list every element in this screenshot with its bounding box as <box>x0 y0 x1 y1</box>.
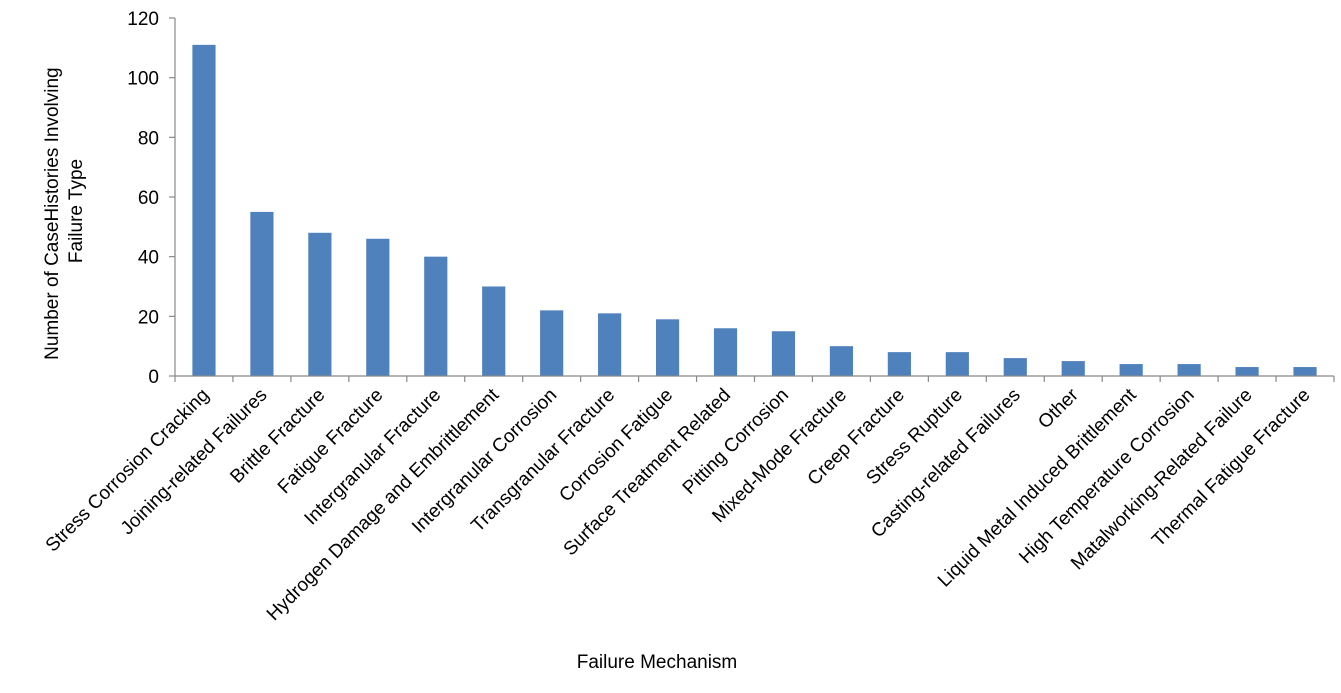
bar <box>1061 361 1085 376</box>
bar <box>887 352 911 376</box>
x-category-label: Other <box>1034 384 1083 433</box>
bar <box>1235 367 1259 376</box>
y-axis-title-line-1: Number of CaseHistories Involving <box>42 67 63 360</box>
bar <box>1293 367 1317 376</box>
bar <box>945 352 969 376</box>
x-axis-title: Failure Mechanism <box>577 652 738 673</box>
bar <box>829 346 854 376</box>
bar <box>713 328 738 376</box>
bar <box>655 319 680 376</box>
y-tick-label: 60 <box>138 188 159 209</box>
bar <box>482 286 506 376</box>
y-tick-label: 40 <box>138 248 159 269</box>
x-category-label: Fatigue Fracture <box>274 385 387 498</box>
bar <box>250 211 274 376</box>
y-tick-label: 100 <box>127 69 159 90</box>
bar <box>424 256 448 376</box>
bars <box>192 44 1317 376</box>
bar <box>308 232 332 376</box>
y-tick-label: 20 <box>138 307 159 328</box>
y-tick-label: 120 <box>127 9 159 30</box>
y-axis-title: Number of CaseHistories Involving Failur… <box>42 62 87 360</box>
bar <box>366 238 390 376</box>
x-category-label: Pitting Corrosion <box>679 385 793 499</box>
bar <box>771 331 796 376</box>
y-tick-label: 80 <box>138 128 159 149</box>
bar <box>598 313 622 376</box>
y-tick-label: 0 <box>148 367 159 388</box>
bar <box>1119 364 1143 376</box>
y-axis: 0 20 40 60 80 100 120 <box>127 9 176 388</box>
bar <box>192 44 216 376</box>
bar <box>1003 358 1027 376</box>
x-axis: Stress Corrosion CrackingJoining-related… <box>42 375 1335 625</box>
bar <box>540 310 564 376</box>
y-axis-title-line-2: Failure Type <box>66 159 87 263</box>
bar <box>1177 364 1201 376</box>
